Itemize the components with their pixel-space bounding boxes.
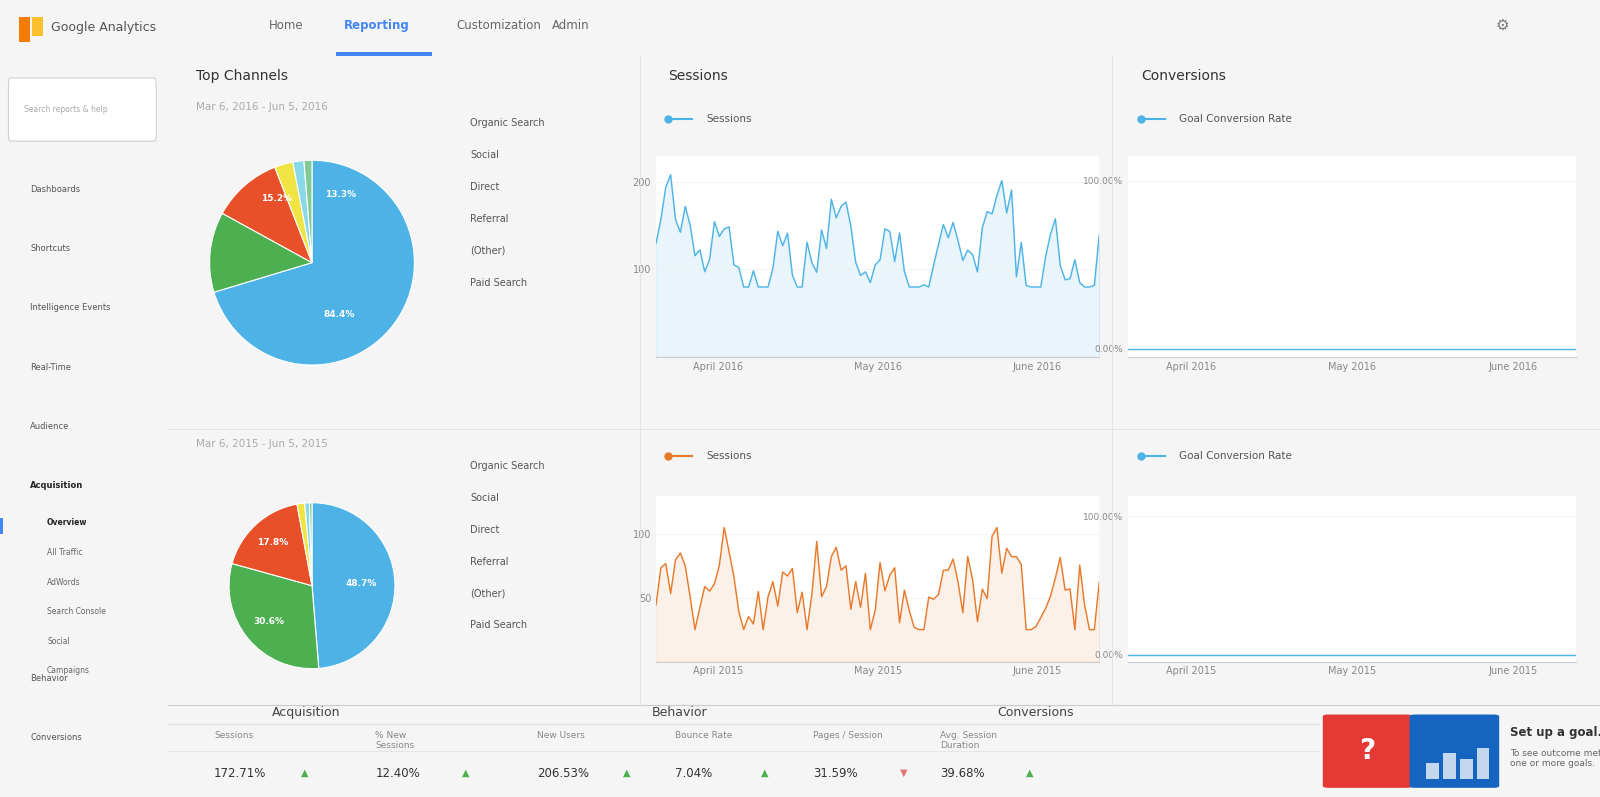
Text: Acquisition: Acquisition — [30, 481, 83, 490]
Text: ▼: ▼ — [899, 768, 907, 778]
Wedge shape — [312, 503, 395, 669]
Text: Goal Conversion Rate: Goal Conversion Rate — [1179, 114, 1293, 124]
Text: 206.53%: 206.53% — [536, 767, 589, 779]
Text: ▲: ▲ — [301, 768, 307, 778]
Text: (Other): (Other) — [470, 245, 506, 256]
Text: To see outcome metrics, define
one or more goals.: To see outcome metrics, define one or mo… — [1510, 749, 1600, 768]
Text: Behavior: Behavior — [30, 674, 67, 683]
Text: Search Console: Search Console — [46, 607, 106, 616]
Bar — [1443, 753, 1456, 779]
Text: Top Channels: Top Channels — [197, 69, 288, 83]
Bar — [1477, 748, 1490, 779]
Text: Paid Search: Paid Search — [470, 277, 528, 288]
Text: Sessions: Sessions — [706, 114, 752, 124]
Text: Paid Search: Paid Search — [470, 620, 528, 630]
FancyBboxPatch shape — [1410, 714, 1499, 787]
Text: Social: Social — [470, 493, 499, 503]
Text: Audience: Audience — [30, 422, 70, 431]
Text: 31.59%: 31.59% — [813, 767, 858, 779]
Text: 12.40%: 12.40% — [376, 767, 421, 779]
Text: 30.6%: 30.6% — [253, 617, 285, 626]
Text: Campaigns: Campaigns — [46, 666, 90, 676]
Bar — [1427, 764, 1438, 779]
Bar — [1459, 759, 1472, 779]
Wedge shape — [229, 563, 318, 669]
Wedge shape — [275, 162, 312, 263]
Text: ▲: ▲ — [762, 768, 768, 778]
Wedge shape — [222, 167, 312, 263]
Text: Direct: Direct — [470, 182, 499, 192]
Text: Set up a goal.: Set up a goal. — [1510, 726, 1600, 740]
Text: ▲: ▲ — [462, 768, 469, 778]
Wedge shape — [309, 503, 312, 586]
Text: All Traffic: All Traffic — [46, 548, 83, 557]
Wedge shape — [293, 160, 312, 263]
Wedge shape — [210, 214, 312, 292]
Text: ⚙: ⚙ — [1496, 18, 1510, 33]
Text: 13.3%: 13.3% — [325, 190, 355, 199]
Wedge shape — [298, 503, 312, 586]
Text: Acquisition: Acquisition — [272, 706, 341, 720]
Bar — [336, 52, 432, 56]
Text: Overview: Overview — [46, 518, 88, 528]
Text: 17.8%: 17.8% — [258, 538, 288, 548]
Wedge shape — [232, 504, 312, 586]
Text: Organic Search: Organic Search — [470, 461, 546, 471]
Text: Social: Social — [46, 637, 70, 646]
Text: Conversions: Conversions — [997, 706, 1074, 720]
Wedge shape — [304, 160, 312, 263]
Text: ▲: ▲ — [1026, 768, 1034, 778]
Bar — [0, 517, 3, 534]
Text: (Other): (Other) — [470, 588, 506, 599]
Text: Sessions: Sessions — [214, 731, 253, 740]
Text: Organic Search: Organic Search — [470, 118, 546, 128]
Text: Social: Social — [470, 150, 499, 160]
Text: Conversions: Conversions — [1141, 69, 1226, 83]
Text: Admin: Admin — [552, 18, 590, 32]
Text: Conversions: Conversions — [30, 733, 82, 742]
Wedge shape — [214, 160, 414, 365]
Text: Google Analytics: Google Analytics — [51, 22, 157, 34]
Text: Bounce Rate: Bounce Rate — [675, 731, 733, 740]
FancyBboxPatch shape — [1323, 714, 1413, 787]
Text: 7.04%: 7.04% — [675, 767, 712, 779]
Text: 172.71%: 172.71% — [214, 767, 267, 779]
Text: ?: ? — [1360, 737, 1376, 765]
Text: 84.4%: 84.4% — [323, 309, 355, 319]
Text: 48.7%: 48.7% — [346, 579, 378, 588]
Text: Direct: Direct — [470, 524, 499, 535]
FancyBboxPatch shape — [8, 78, 157, 141]
Text: New Users: New Users — [536, 731, 584, 740]
Text: Sessions: Sessions — [706, 451, 752, 461]
Text: % New
Sessions: % New Sessions — [376, 731, 414, 751]
Text: Referral: Referral — [470, 556, 509, 567]
Text: Customization: Customization — [456, 18, 541, 32]
Text: Home: Home — [269, 18, 304, 32]
Text: Goal Conversion Rate: Goal Conversion Rate — [1179, 451, 1293, 461]
Text: AdWords: AdWords — [46, 578, 80, 587]
Text: Behavior: Behavior — [651, 706, 707, 720]
Wedge shape — [304, 503, 312, 586]
Bar — [19, 17, 30, 41]
Text: Referral: Referral — [470, 214, 509, 224]
Text: Dashboards: Dashboards — [30, 185, 80, 194]
Text: Avg. Session
Duration: Avg. Session Duration — [939, 731, 997, 751]
Text: Mar 6, 2016 - Jun 5, 2016: Mar 6, 2016 - Jun 5, 2016 — [197, 102, 328, 112]
Text: Pages / Session: Pages / Session — [813, 731, 883, 740]
Text: 15.2%: 15.2% — [261, 194, 293, 202]
Text: ▲: ▲ — [622, 768, 630, 778]
Text: Search reports & help: Search reports & help — [24, 104, 107, 114]
Text: 39.68%: 39.68% — [939, 767, 984, 779]
Text: Sessions: Sessions — [669, 69, 728, 83]
Text: Reporting: Reporting — [344, 18, 410, 32]
Text: Mar 6, 2015 - Jun 5, 2015: Mar 6, 2015 - Jun 5, 2015 — [197, 439, 328, 449]
Bar — [32, 17, 43, 37]
Text: Intelligence Events: Intelligence Events — [30, 304, 110, 312]
Text: Shortcuts: Shortcuts — [30, 244, 70, 253]
Text: Real-Time: Real-Time — [30, 363, 72, 371]
